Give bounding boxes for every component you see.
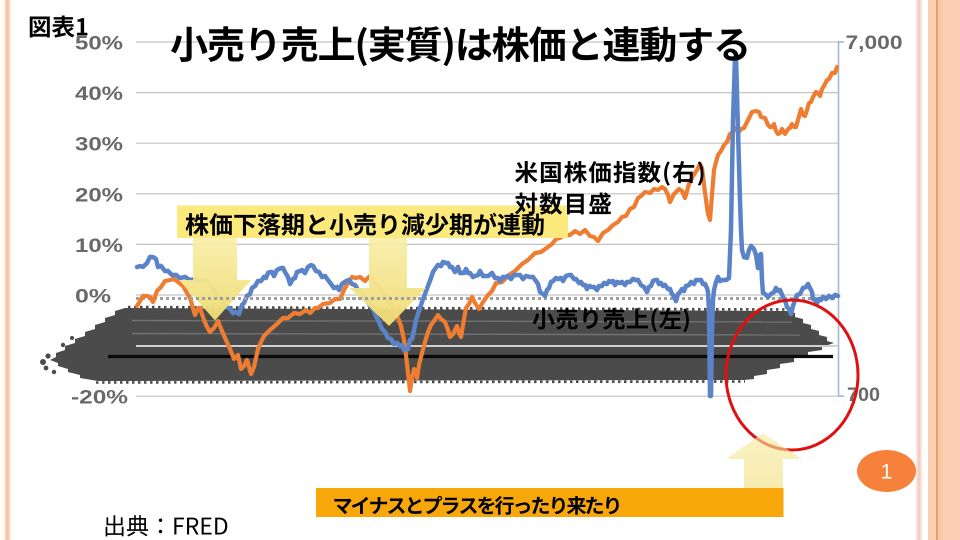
svg-text:0%: 0% <box>75 286 111 308</box>
svg-text:7,000: 7,000 <box>846 32 903 54</box>
svg-text:1: 1 <box>881 461 893 484</box>
svg-text:40%: 40% <box>75 83 123 105</box>
svg-text:50%: 50% <box>75 33 123 55</box>
svg-text:-20%: -20% <box>71 387 128 409</box>
svg-text:10%: 10% <box>75 235 123 257</box>
svg-text:20%: 20% <box>75 184 123 206</box>
svg-text:30%: 30% <box>75 134 123 156</box>
